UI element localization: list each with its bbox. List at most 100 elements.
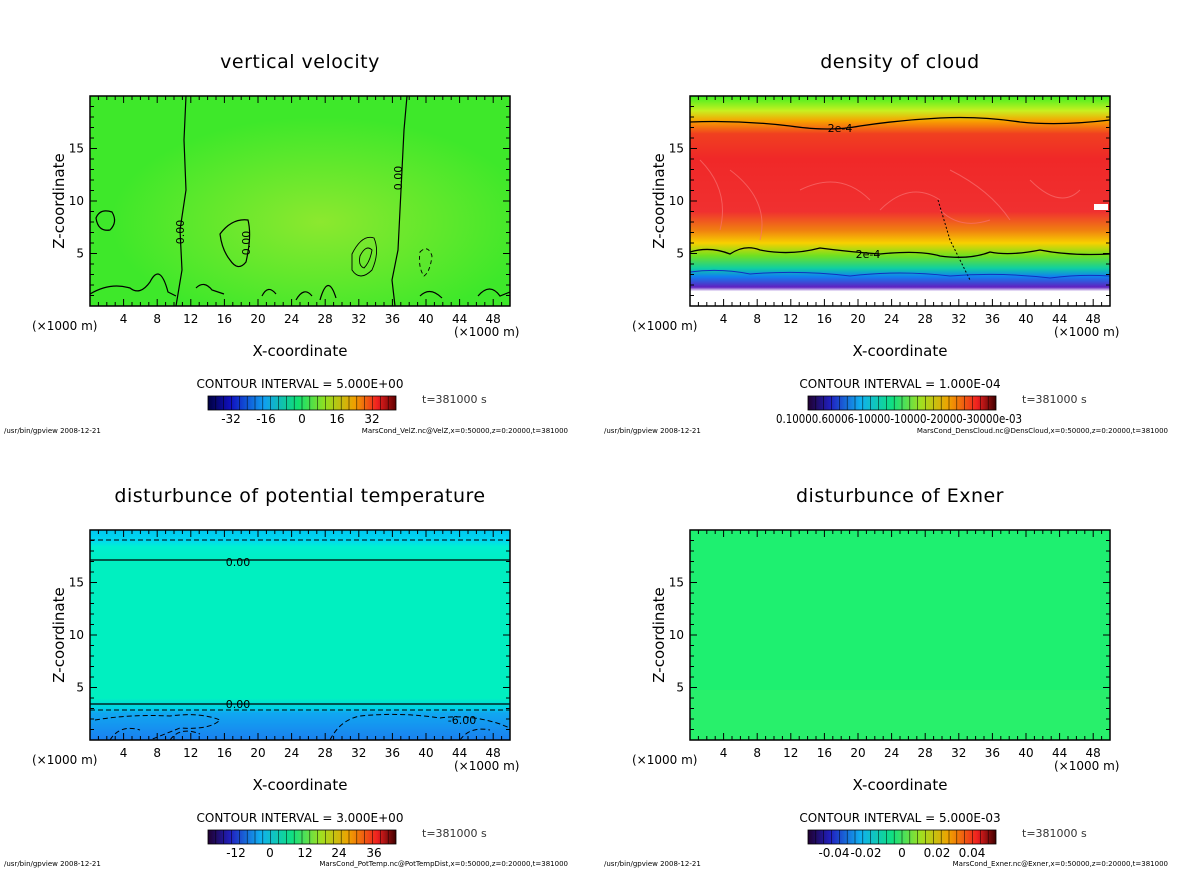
x-tick-label: 4 xyxy=(120,312,128,326)
x-tick-label: 44 xyxy=(452,746,467,760)
x-tick-label: 48 xyxy=(486,746,501,760)
contour-zero-right xyxy=(391,95,408,307)
x-tick-label: 40 xyxy=(418,746,433,760)
colorbar-ticks xyxy=(215,396,389,410)
y-tick-label: 5 xyxy=(676,247,684,261)
colorbar-tick-label: 0.04 xyxy=(959,846,986,860)
colorbar-tick-label: 0.10000.60006-10000-10000-20000-30000e-0… xyxy=(776,412,1022,426)
x-tick-label: 16 xyxy=(817,746,832,760)
x-tick-label: 20 xyxy=(250,746,265,760)
x-tick-label: 8 xyxy=(153,746,161,760)
contour-interval: CONTOUR INTERVAL = 3.000E+00 xyxy=(197,811,404,825)
x-tick-label: 48 xyxy=(1086,746,1101,760)
x-axis-label: X-coordinate xyxy=(853,342,948,360)
cloud-gap xyxy=(1094,204,1108,210)
heatmap-field xyxy=(690,530,1110,740)
colorbar-tick-label: 0 xyxy=(898,846,906,860)
contour-label: 0.00 xyxy=(174,220,187,245)
contour-label: 0.00 xyxy=(226,556,251,569)
y-tick-label: 15 xyxy=(69,576,84,590)
contour-ground xyxy=(89,273,511,301)
y-tick-label: 5 xyxy=(76,247,84,261)
colorbar-tick-label: -0.04 xyxy=(818,846,849,860)
contour-interval: CONTOUR INTERVAL = 1.000E-04 xyxy=(799,377,1000,391)
colorbar-tick-label: -32 xyxy=(221,412,241,426)
colorbar-ticks xyxy=(215,830,389,844)
contour-dotted xyxy=(937,199,971,281)
contour-lines xyxy=(689,116,1111,281)
y-tick-label: 15 xyxy=(69,142,84,156)
colorbar-tick-label: -0.02 xyxy=(850,846,881,860)
colorbar-tick-label: 0 xyxy=(266,846,274,860)
y-tick-label: 10 xyxy=(669,628,684,642)
y-axis-label: Z-coordinate xyxy=(650,153,668,248)
contour-label: 0.00 xyxy=(226,698,251,711)
contour-label: -6.00 xyxy=(448,714,476,727)
x-tick-label: 8 xyxy=(753,746,761,760)
x-tick-label: 44 xyxy=(1052,312,1067,326)
x-unit-left: (×1000 m) xyxy=(32,319,97,333)
x-tick-label: 20 xyxy=(250,312,265,326)
x-tick-label: 28 xyxy=(318,312,333,326)
contour-interval: CONTOUR INTERVAL = 5.000E-03 xyxy=(799,811,1000,825)
y-tick-label: 5 xyxy=(76,681,84,695)
footer-left: /usr/bin/gpview 2008-12-21 xyxy=(4,427,101,435)
x-tick-label: 24 xyxy=(884,312,899,326)
time-label: t=381000 s xyxy=(1022,393,1087,406)
footer-left: /usr/bin/gpview 2008-12-21 xyxy=(4,860,101,868)
time-label: t=381000 s xyxy=(422,827,487,840)
x-tick-label: 8 xyxy=(153,312,161,326)
x-axis-label: X-coordinate xyxy=(253,342,348,360)
x-tick-label: 24 xyxy=(284,746,299,760)
x-tick-label: 16 xyxy=(817,312,832,326)
contour-2e-4-bottom xyxy=(689,247,1111,258)
footer-right: MarsCond_DensCloud.nc@DensCloud,x=0:5000… xyxy=(917,427,1168,435)
x-tick-label: 36 xyxy=(385,746,400,760)
heatmap-bottom-shade xyxy=(690,690,1110,740)
x-tick-label: 16 xyxy=(217,312,232,326)
x-tick-label: 36 xyxy=(985,312,1000,326)
panel-title: disturbunce of potential temperature xyxy=(114,485,485,507)
x-tick-label: 40 xyxy=(418,312,433,326)
x-tick-label: 40 xyxy=(1018,312,1033,326)
colorbar-tick-label: 12 xyxy=(297,846,312,860)
x-tick-label: 36 xyxy=(985,746,1000,760)
time-label: t=381000 s xyxy=(1022,827,1087,840)
contour-label: 2e-4 xyxy=(856,248,881,261)
y-tick-label: 15 xyxy=(669,142,684,156)
x-tick-label: 44 xyxy=(452,312,467,326)
footer-right: MarsCond_Exner.nc@Exner,x=0:50000,z=0:20… xyxy=(953,860,1168,868)
heatmap-field xyxy=(690,96,1110,306)
x-tick-label: 44 xyxy=(1052,746,1067,760)
contour-label: 0.00 xyxy=(392,166,405,191)
x-unit-right: (×1000 m) xyxy=(1054,759,1119,773)
panel-potential-temperature: disturbunce of potential temperature 0.0… xyxy=(4,485,568,868)
x-tick-label: 28 xyxy=(918,312,933,326)
contour-label: 2e-4 xyxy=(828,122,853,135)
x-unit-right: (×1000 m) xyxy=(454,759,519,773)
x-tick-label: 32 xyxy=(351,312,366,326)
x-tick-label: 4 xyxy=(720,746,728,760)
contour-positive xyxy=(351,236,377,277)
contour-negative xyxy=(419,248,433,277)
y-axis-label: Z-coordinate xyxy=(650,587,668,682)
panel-title: density of cloud xyxy=(820,51,980,73)
colorbar-tick-label: -12 xyxy=(226,846,246,860)
contour-negative xyxy=(94,713,511,741)
x-tick-label: 32 xyxy=(951,312,966,326)
contour-bottom xyxy=(689,269,1111,279)
x-tick-label: 12 xyxy=(183,746,198,760)
colorbar-ticks xyxy=(815,830,989,844)
x-unit-left: (×1000 m) xyxy=(632,753,697,767)
panel-density-of-cloud: density of cloud 2e-4 2e-4 4 8 12 16 20 24 28 3… xyxy=(604,51,1168,435)
x-tick-label: 36 xyxy=(385,312,400,326)
x-tick-label: 32 xyxy=(951,746,966,760)
x-tick-label: 4 xyxy=(720,312,728,326)
heatmap-field xyxy=(90,530,510,740)
colorbar-ticks xyxy=(815,396,989,410)
panel-title: disturbunce of Exner xyxy=(796,485,1004,507)
